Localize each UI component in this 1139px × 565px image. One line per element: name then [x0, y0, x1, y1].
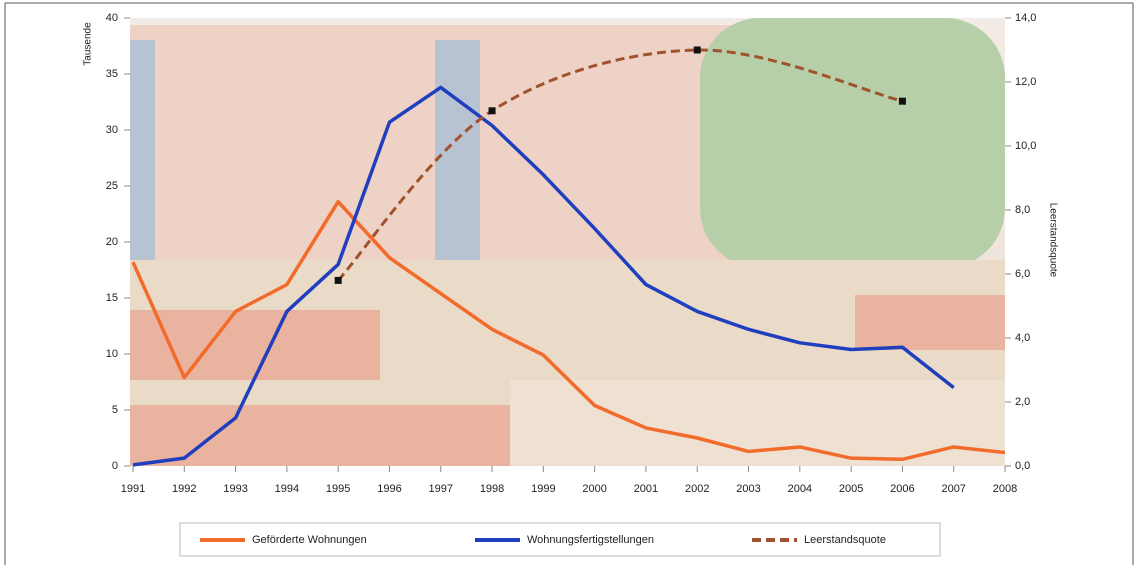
legend-label: Leerstandsquote — [804, 534, 886, 546]
x-tick-label: 2007 — [941, 483, 965, 495]
y-tick-label: 5 — [112, 404, 118, 416]
series-line — [132, 85, 955, 467]
y2-tick-label: 0,0 — [1015, 460, 1030, 472]
y-axis-label: Tausende — [83, 22, 94, 66]
y2-tick-label: 2,0 — [1015, 396, 1030, 408]
x-tick-label: 1991 — [121, 483, 145, 495]
x-tick-label: 2000 — [582, 483, 606, 495]
y2-tick-label: 6,0 — [1015, 268, 1030, 280]
legend-label: Wohnungsfertigstellungen — [527, 534, 654, 546]
y-tick-label: 35 — [106, 68, 118, 80]
y-tick-label: 20 — [106, 236, 118, 248]
x-tick-label: 2006 — [890, 483, 914, 495]
point-marker — [488, 107, 496, 115]
y-tick-label: 25 — [106, 180, 118, 192]
x-tick-label: 1992 — [172, 483, 196, 495]
legend — [179, 522, 941, 557]
y-tick-label: 0 — [112, 460, 118, 472]
x-tick-label: 2002 — [685, 483, 709, 495]
x-tick-label: 2001 — [634, 483, 658, 495]
y-tick-label: 15 — [106, 292, 118, 304]
x-tick-label: 2003 — [736, 483, 760, 495]
x-tick-label: 1994 — [275, 483, 299, 495]
y2-axis-label: Leerstandsquote — [1047, 203, 1058, 278]
x-tick-label: 1997 — [429, 483, 453, 495]
y2-tick-label: 12,0 — [1015, 76, 1036, 88]
y-tick-label: 10 — [106, 348, 118, 360]
x-tick-label: 1996 — [377, 483, 401, 495]
y2-tick-label: 10,0 — [1015, 140, 1036, 152]
y2-tick-label: 14,0 — [1015, 12, 1036, 24]
x-tick-label: 1998 — [480, 483, 504, 495]
point-marker — [693, 46, 701, 54]
y-tick-label: 40 — [106, 12, 118, 24]
series-line — [131, 199, 1006, 462]
x-tick-label: 1999 — [531, 483, 555, 495]
x-tick-label: 2008 — [993, 483, 1017, 495]
x-tick-label: 2004 — [788, 483, 812, 495]
background-photo — [130, 18, 1005, 466]
x-tick-label: 2005 — [839, 483, 863, 495]
y2-tick-label: 8,0 — [1015, 204, 1030, 216]
series-line — [337, 48, 903, 282]
point-marker — [334, 276, 342, 284]
y2-tick-label: 4,0 — [1015, 332, 1030, 344]
x-tick-label: 1995 — [326, 483, 350, 495]
point-marker — [898, 97, 906, 105]
y-tick-label: 30 — [106, 124, 118, 136]
legend-label: Geförderte Wohnungen — [252, 534, 367, 546]
x-tick-label: 1993 — [223, 483, 247, 495]
